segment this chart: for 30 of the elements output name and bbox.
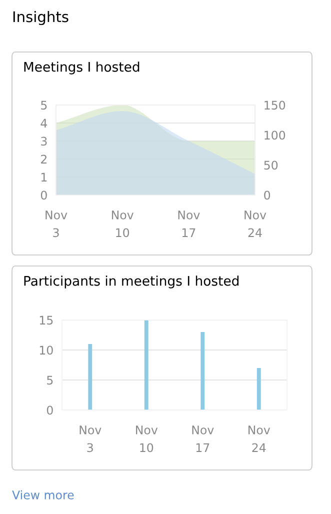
- bar: [256, 368, 261, 410]
- x-tick-label: Nov 10: [112, 210, 134, 238]
- bar: [144, 320, 148, 410]
- x-tick-label: Nov 24: [248, 426, 270, 452]
- x-tick-label: Nov 10: [136, 426, 158, 452]
- y2-tick-label: 0: [264, 190, 270, 200]
- y2-tick-label: 100: [264, 130, 286, 140]
- y-tick-label: 15: [40, 316, 53, 325]
- text: Insights: [13, 10, 68, 26]
- text: View more: [12, 490, 74, 500]
- x-tick-label: Nov 3: [80, 426, 102, 452]
- y-tick-label: 5: [47, 376, 53, 385]
- y-tick-label: 4: [40, 118, 48, 128]
- y-tick-label: 1: [41, 172, 47, 182]
- y-tick-label: 3: [41, 136, 47, 146]
- chart-title: Participants in meetings I hosted: [24, 276, 239, 288]
- y2-tick-label: 150: [264, 100, 286, 110]
- y-tick-label: 5: [41, 100, 47, 110]
- y-tick-label: 0: [46, 406, 53, 415]
- x-tick-label: Nov 3: [46, 210, 68, 238]
- x-tick-label: Nov 17: [178, 210, 200, 237]
- y2-tick-label: 50: [264, 160, 278, 170]
- y-tick-label: 2: [41, 154, 46, 164]
- y-tick-label: 10: [40, 346, 53, 355]
- x-tick-label: Nov 24: [244, 210, 266, 237]
- y-tick-label: 0: [40, 190, 47, 200]
- x-tick-label: Nov 17: [192, 426, 214, 452]
- bar: [88, 344, 92, 410]
- chart-title: Meetings I hosted: [24, 62, 140, 74]
- bar: [200, 332, 205, 410]
